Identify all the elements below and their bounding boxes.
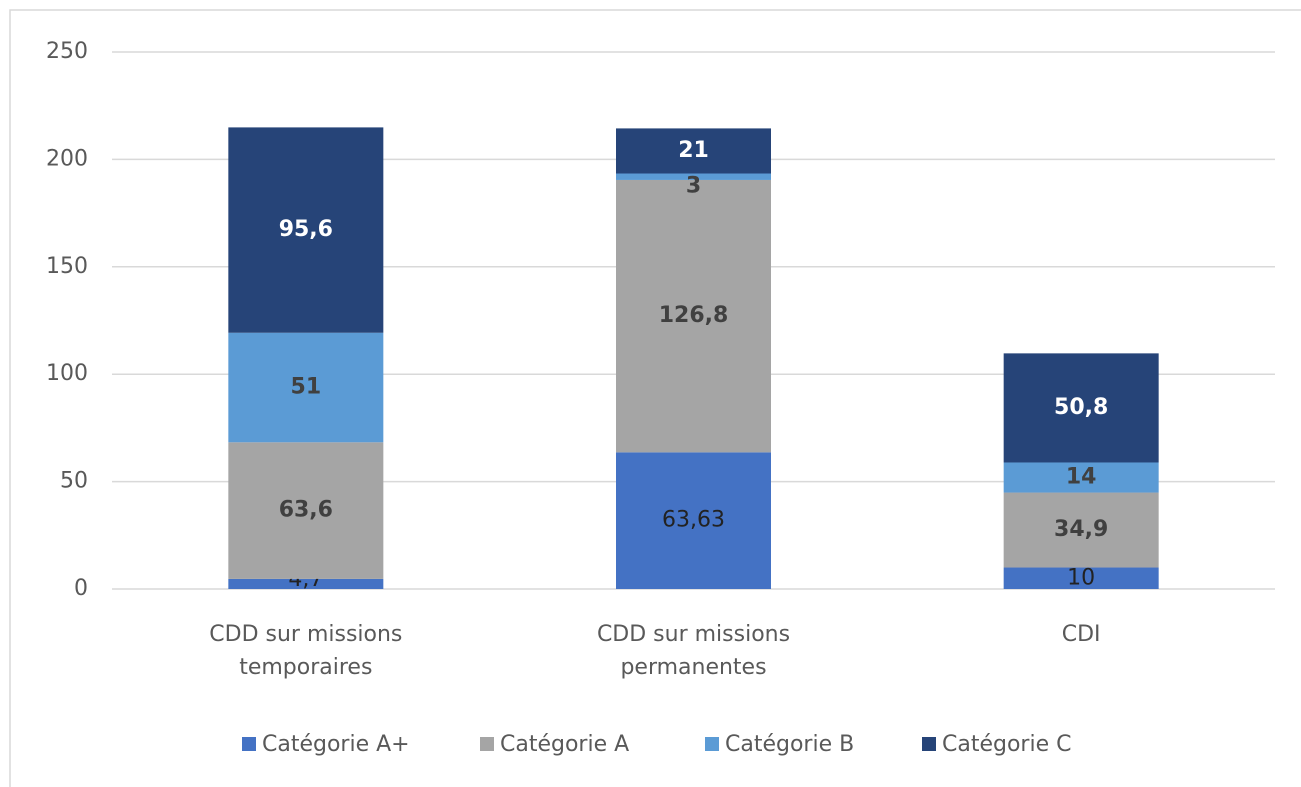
x-tick-label: CDI xyxy=(1061,622,1101,647)
bar-segment xyxy=(1003,353,1159,463)
y-tick-label: 150 xyxy=(46,254,88,279)
bar-segment xyxy=(616,179,771,453)
y-tick-label: 100 xyxy=(46,361,88,386)
chart-frame xyxy=(9,9,1301,787)
legend-swatch xyxy=(922,737,936,751)
legend-label: Catégorie C xyxy=(942,732,1071,757)
bar-segment xyxy=(1003,462,1159,493)
data-label: 63,63 xyxy=(662,508,725,533)
data-label: 95,6 xyxy=(279,217,333,242)
bar-segment xyxy=(228,332,384,443)
data-label: 50,8 xyxy=(1054,395,1108,420)
y-tick-label: 0 xyxy=(74,576,88,601)
bar-segment xyxy=(1003,567,1159,589)
x-tick-label: CDD sur missions temporaires xyxy=(209,622,403,680)
legend-label: Catégorie A+ xyxy=(262,732,410,757)
data-label: 3 xyxy=(686,174,701,199)
bar-segment xyxy=(616,173,771,180)
legend-swatch xyxy=(705,737,719,751)
bar-segment xyxy=(228,442,384,579)
bar-segment xyxy=(1003,492,1159,568)
y-tick-label: 250 xyxy=(46,39,88,64)
data-label: 21 xyxy=(678,138,709,163)
data-label: 51 xyxy=(291,375,322,400)
y-tick-label: 200 xyxy=(46,146,88,171)
legend-swatch xyxy=(480,737,494,751)
x-tick-label: CDD sur missions permanentes xyxy=(596,622,791,680)
data-label: 34,9 xyxy=(1054,517,1108,542)
bar-segment xyxy=(616,128,771,174)
data-label: 63,6 xyxy=(279,498,333,523)
legend-label: Catégorie B xyxy=(725,732,854,757)
data-label: 14 xyxy=(1066,465,1097,490)
bar-segment xyxy=(228,127,384,333)
data-label: 126,8 xyxy=(659,303,729,328)
legend-swatch xyxy=(242,737,256,751)
y-tick-label: 50 xyxy=(60,469,88,494)
data-label: 10 xyxy=(1067,565,1095,590)
bar-segment xyxy=(616,452,771,589)
bar-segment xyxy=(228,578,384,589)
legend-label: Catégorie A xyxy=(500,732,629,757)
